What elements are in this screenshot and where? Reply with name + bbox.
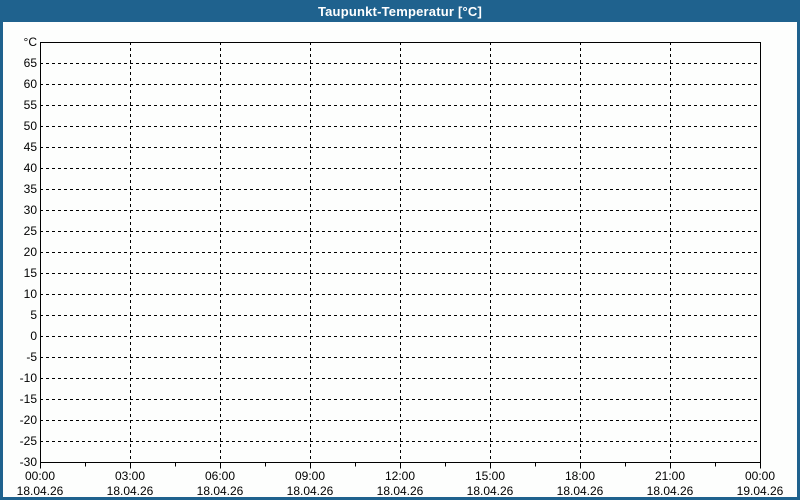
x-date-label: 18.04.26 [106, 484, 154, 498]
y-unit-label: °C [23, 35, 37, 49]
x-time-label: 18:00 [564, 469, 596, 483]
y-tick-label: 15 [23, 266, 37, 280]
y-tick-label: 0 [30, 329, 37, 343]
y-tick-label: 55 [23, 98, 37, 112]
y-tick-label: -30 [19, 455, 37, 469]
y-tick-label: 25 [23, 224, 37, 238]
x-time-label: 03:00 [114, 469, 146, 483]
x-date-label: 18.04.26 [556, 484, 604, 498]
y-tick-label: 30 [23, 203, 37, 217]
y-tick-label: 10 [23, 287, 37, 301]
y-tick-label: -10 [19, 371, 37, 385]
x-time-label: 12:00 [384, 469, 416, 483]
x-date-label: 18.04.26 [376, 484, 424, 498]
x-time-label: 06:00 [204, 469, 236, 483]
chart-title: Taupunkt-Temperatur [°C] [317, 3, 483, 19]
x-time-label: 00:00 [744, 469, 776, 483]
x-date-label: 19.04.26 [736, 484, 784, 498]
x-time-label: 15:00 [474, 469, 506, 483]
y-tick-label: 50 [23, 119, 37, 133]
x-time-label: 00:00 [24, 469, 56, 483]
x-date-label: 18.04.26 [196, 484, 244, 498]
y-tick-label: -25 [19, 434, 37, 448]
y-tick-label: 20 [23, 245, 37, 259]
x-date-label: 18.04.26 [646, 484, 694, 498]
x-date-label: 18.04.26 [16, 484, 64, 498]
chart-title-bar: Taupunkt-Temperatur [°C] [0, 0, 800, 22]
x-time-label: 09:00 [294, 469, 326, 483]
y-tick-label: 60 [23, 77, 37, 91]
x-date-label: 18.04.26 [466, 484, 514, 498]
y-tick-label: 40 [23, 161, 37, 175]
x-date-label: 18.04.26 [286, 484, 334, 498]
x-time-label: 21:00 [654, 469, 686, 483]
y-tick-label: 35 [23, 182, 37, 196]
y-tick-label: -20 [19, 413, 37, 427]
y-tick-label: -5 [26, 350, 37, 364]
y-tick-label: -15 [19, 392, 37, 406]
y-tick-label: 5 [30, 308, 37, 322]
y-tick-label: 65 [23, 56, 37, 70]
y-tick-label: 45 [23, 140, 37, 154]
